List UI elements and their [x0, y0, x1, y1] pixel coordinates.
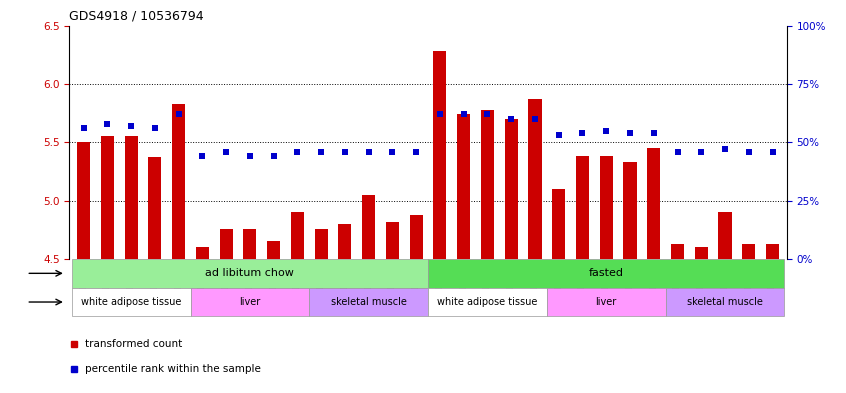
Bar [315, 229, 327, 259]
Bar [310, 288, 428, 316]
Point [101, 120, 114, 127]
Bar [695, 247, 708, 259]
Point [124, 123, 138, 129]
Bar [647, 148, 660, 259]
Point [243, 153, 256, 160]
Bar [172, 104, 185, 259]
Point [195, 153, 209, 160]
Text: white adipose tissue: white adipose tissue [437, 297, 538, 307]
Bar [505, 119, 518, 259]
Bar [72, 259, 428, 288]
Bar [101, 136, 114, 259]
Point [647, 130, 661, 136]
Text: liver: liver [596, 297, 617, 307]
Point [504, 116, 518, 122]
Text: transformed count: transformed count [85, 339, 182, 349]
Bar [291, 212, 304, 259]
Point [386, 149, 399, 155]
Point [148, 125, 162, 131]
Point [409, 149, 423, 155]
Bar [77, 142, 91, 259]
Point [552, 132, 565, 138]
Point [576, 130, 590, 136]
Bar [362, 195, 376, 259]
Bar [386, 222, 399, 259]
Bar [529, 99, 541, 259]
Point [624, 130, 637, 136]
Bar [718, 212, 732, 259]
Bar [72, 288, 190, 316]
Point [315, 149, 328, 155]
Bar [742, 244, 755, 259]
Text: GDS4918 / 10536794: GDS4918 / 10536794 [69, 10, 204, 23]
Text: skeletal muscle: skeletal muscle [687, 297, 763, 307]
Bar [409, 215, 423, 259]
Bar [220, 229, 233, 259]
Point [291, 149, 305, 155]
Bar [428, 288, 547, 316]
Point [362, 149, 376, 155]
Bar [481, 110, 494, 259]
Point [671, 149, 684, 155]
Point [742, 149, 755, 155]
Point [600, 127, 613, 134]
Point [718, 146, 732, 152]
Bar [148, 158, 162, 259]
Bar [666, 288, 784, 316]
Bar [190, 288, 310, 316]
Text: fasted: fasted [589, 268, 624, 278]
Bar [624, 162, 636, 259]
Text: ad libitum chow: ad libitum chow [206, 268, 294, 278]
Bar [196, 247, 209, 259]
Point [338, 149, 352, 155]
Bar [766, 244, 779, 259]
Text: white adipose tissue: white adipose tissue [81, 297, 181, 307]
Point [433, 111, 447, 118]
Point [172, 111, 185, 118]
Text: liver: liver [239, 297, 261, 307]
Point [266, 153, 280, 160]
Bar [671, 244, 684, 259]
Bar [547, 288, 666, 316]
Point [481, 111, 494, 118]
Text: percentile rank within the sample: percentile rank within the sample [85, 364, 261, 375]
Text: skeletal muscle: skeletal muscle [331, 297, 407, 307]
Bar [244, 229, 256, 259]
Bar [338, 224, 351, 259]
Bar [433, 51, 447, 259]
Bar [600, 156, 613, 259]
Bar [267, 241, 280, 259]
Bar [457, 114, 470, 259]
Bar [576, 156, 589, 259]
Bar [552, 189, 565, 259]
Bar [124, 136, 138, 259]
Point [528, 116, 541, 122]
Point [457, 111, 470, 118]
Point [766, 149, 779, 155]
Point [695, 149, 708, 155]
Point [219, 149, 233, 155]
Point [77, 125, 91, 131]
Bar [428, 259, 784, 288]
